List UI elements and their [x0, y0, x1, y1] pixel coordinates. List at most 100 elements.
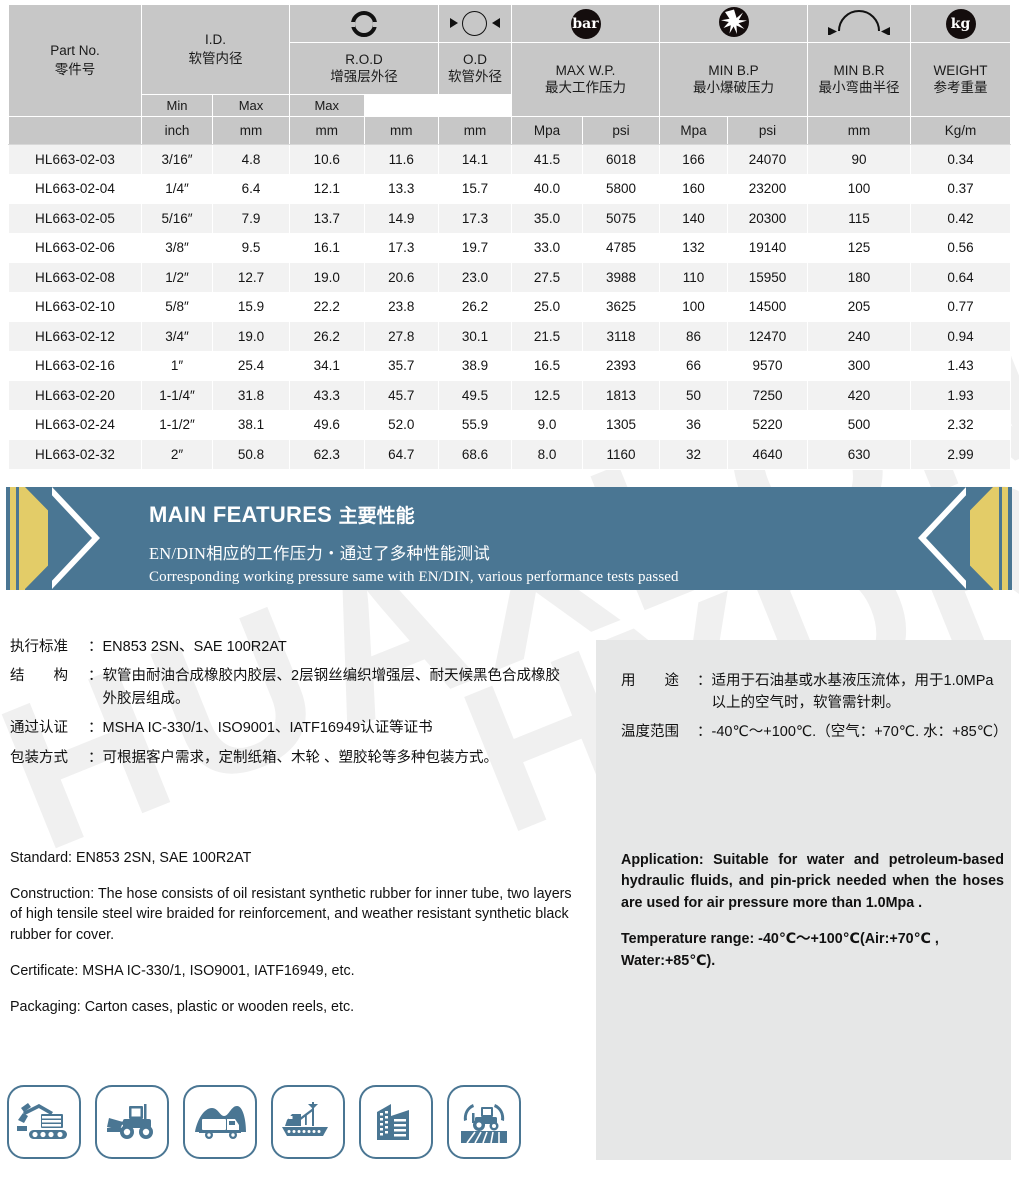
cell-br-mm: 500: [807, 409, 911, 440]
cell-id-inch: 1-1/4″: [141, 380, 213, 411]
outer-diameter-icon: [438, 4, 512, 43]
header-icon-row: Part No. 零件号 I.D. 软管内径 bar: [8, 4, 1011, 117]
unit-br-mm: mm: [807, 116, 911, 145]
cell-id-mm: 15.9: [212, 291, 290, 322]
cell-od-max: 38.9: [438, 350, 512, 381]
panel-colon: ：: [697, 723, 712, 740]
header-bp-cn: 最小爆破压力: [693, 79, 774, 95]
cell-bp-psi: 24070: [727, 144, 808, 175]
cell-part-no: HL663-02-12: [8, 321, 142, 352]
cell-rod-max: 11.6: [363, 144, 439, 175]
header-rod: R.O.D 增强层外径: [289, 42, 439, 95]
cell-wp-psi: 5800: [582, 173, 660, 204]
spec-paragraph-en: Certificate: MSHA IC-330/1, ISO9001, IAT…: [10, 962, 355, 979]
table-row: HL663-02-16 1″ 25.4 34.1 35.7 38.9 16.5 2393 66 9…: [8, 350, 1011, 381]
cell-rod-min: 34.1: [289, 350, 365, 381]
bend-radius-icon: [807, 4, 911, 43]
cell-bp-mpa: 66: [659, 350, 728, 381]
cell-id-inch: 1″: [141, 350, 213, 381]
cell-weight: 2.32: [910, 409, 1011, 440]
header-rod-cn: 增强层外径: [330, 68, 398, 84]
cell-id-mm: 7.9: [212, 203, 290, 234]
header-od-en: O.D: [462, 52, 487, 68]
cell-id-inch: 1/4″: [141, 173, 213, 204]
unit-id-inch: inch: [141, 116, 213, 145]
banner-title-cn: 主要性能: [338, 506, 415, 527]
table-row: HL663-02-04 1/4″ 6.4 12.1 13.3 15.7 40.0 5800 16…: [8, 173, 1011, 204]
main-features-banner: MAIN FEATURES 主要性能 EN/DIN相应的工作压力・通过了多种性能…: [6, 487, 1012, 590]
spec-colon: ：: [88, 639, 103, 655]
spec-colon: ：: [88, 720, 103, 737]
cell-part-no: HL663-02-32: [8, 439, 142, 470]
cell-id-inch: 3/4″: [141, 321, 213, 352]
banner-left-stripe-2: [19, 487, 25, 590]
cell-bp-mpa: 36: [659, 409, 728, 440]
cell-id-mm: 4.8: [212, 144, 290, 175]
spec-colon: ：: [88, 668, 103, 685]
cell-bp-mpa: 50: [659, 380, 728, 411]
header-part-no-cn: 零件号: [54, 62, 96, 77]
spec-label-cn: 结 构: [10, 668, 68, 685]
cell-id-mm: 31.8: [212, 380, 290, 411]
table-row: HL663-02-32 2″ 50.8 62.3 64.7 68.6 8.0 1160 32 46…: [8, 439, 1011, 470]
panel-paragraph-en: Application: Suitable for water and petr…: [621, 852, 1004, 911]
cell-weight: 2.99: [910, 439, 1011, 470]
cell-bp-mpa: 86: [659, 321, 728, 352]
cell-bp-mpa: 110: [659, 262, 728, 293]
cell-rod-min: 26.2: [289, 321, 365, 352]
cell-rod-max: 17.3: [363, 232, 439, 263]
spec-value-cn: EN853 2SN、SAE 100R2AT: [102, 639, 287, 655]
cell-wp-psi: 6018: [582, 144, 660, 175]
cell-wp-psi: 1160: [582, 439, 660, 470]
cell-part-no: HL663-02-10: [8, 291, 142, 322]
cell-od-max: 49.5: [438, 380, 512, 411]
cell-rod-max: 27.8: [363, 321, 439, 352]
chinese-application-block: 用 途：适用于石油基或水基液压流体，用于1.0MPa以上的空气时，软管需针刺。温…: [621, 670, 1008, 749]
banner-title: MAIN FEATURES 主要性能: [149, 501, 679, 528]
cell-wp-mpa: 12.5: [511, 380, 583, 411]
spec-value-cn: 可根据客户需求，定制纸箱、木轮 、塑胶轮等多种包装方式。: [102, 749, 499, 766]
dump-truck-icon: [183, 1085, 257, 1159]
cell-bp-mpa: 166: [659, 144, 728, 175]
banner-text-block: MAIN FEATURES 主要性能 EN/DIN相应的工作压力・通过了多种性能…: [149, 501, 679, 586]
cell-br-mm: 125: [807, 232, 911, 263]
cell-br-mm: 420: [807, 380, 911, 411]
header-min-br: MIN B.R 最小弯曲半径: [807, 42, 911, 117]
cell-part-no: HL663-02-05: [8, 203, 142, 234]
cell-od-max: 23.0: [438, 262, 512, 293]
cell-id-mm: 50.8: [212, 439, 290, 470]
cell-bp-psi: 14500: [727, 291, 808, 322]
cell-weight: 1.43: [910, 350, 1011, 381]
panel-label-cn: 用 途: [621, 673, 679, 689]
header-min-bp: MIN B.P 最小爆破压力: [659, 42, 808, 117]
chinese-specs-block: 执行标准： EN853 2SN、SAE 100R2AT 结 构：软管由耐油合成橡胶内…: [10, 636, 570, 776]
cell-rod-min: 12.1: [289, 173, 365, 204]
cell-br-mm: 90: [807, 144, 911, 175]
cell-id-inch: 1-1/2″: [141, 409, 213, 440]
cell-bp-mpa: 32: [659, 439, 728, 470]
tractor-field-svg: [461, 1104, 507, 1144]
cell-od-max: 68.6: [438, 439, 512, 470]
cell-rod-min: 43.3: [289, 380, 365, 411]
cell-od-max: 30.1: [438, 321, 512, 352]
cell-rod-max: 52.0: [363, 409, 439, 440]
unit-part-no: [8, 116, 142, 145]
unit-rod-min: mm: [289, 116, 365, 145]
cell-rod-max: 64.7: [363, 439, 439, 470]
cell-rod-min: 16.1: [289, 232, 365, 263]
cell-od-max: 19.7: [438, 232, 512, 263]
header-rod-en: R.O.D: [345, 52, 383, 68]
cell-part-no: HL663-02-06: [8, 232, 142, 263]
banner-right-stripe-1: [1002, 487, 1008, 590]
cell-wp-mpa: 33.0: [511, 232, 583, 263]
burst-star-icon: [659, 4, 808, 43]
cell-wp-mpa: 9.0: [511, 409, 583, 440]
cell-rod-min: 13.7: [289, 203, 365, 234]
table-row: HL663-02-05 5/16″ 7.9 13.7 14.9 17.3 35.0 5075 1…: [8, 203, 1011, 234]
header-br-en: MIN B.R: [833, 63, 885, 79]
spec-paragraph-en: Standard: EN853 2SN, SAE 100R2AT: [10, 850, 252, 866]
cell-bp-psi: 15950: [727, 262, 808, 293]
header-id-en: I.D.: [204, 32, 226, 47]
header-wp-en: MAX W.P.: [555, 63, 616, 79]
cell-bp-psi: 9570: [727, 350, 808, 381]
